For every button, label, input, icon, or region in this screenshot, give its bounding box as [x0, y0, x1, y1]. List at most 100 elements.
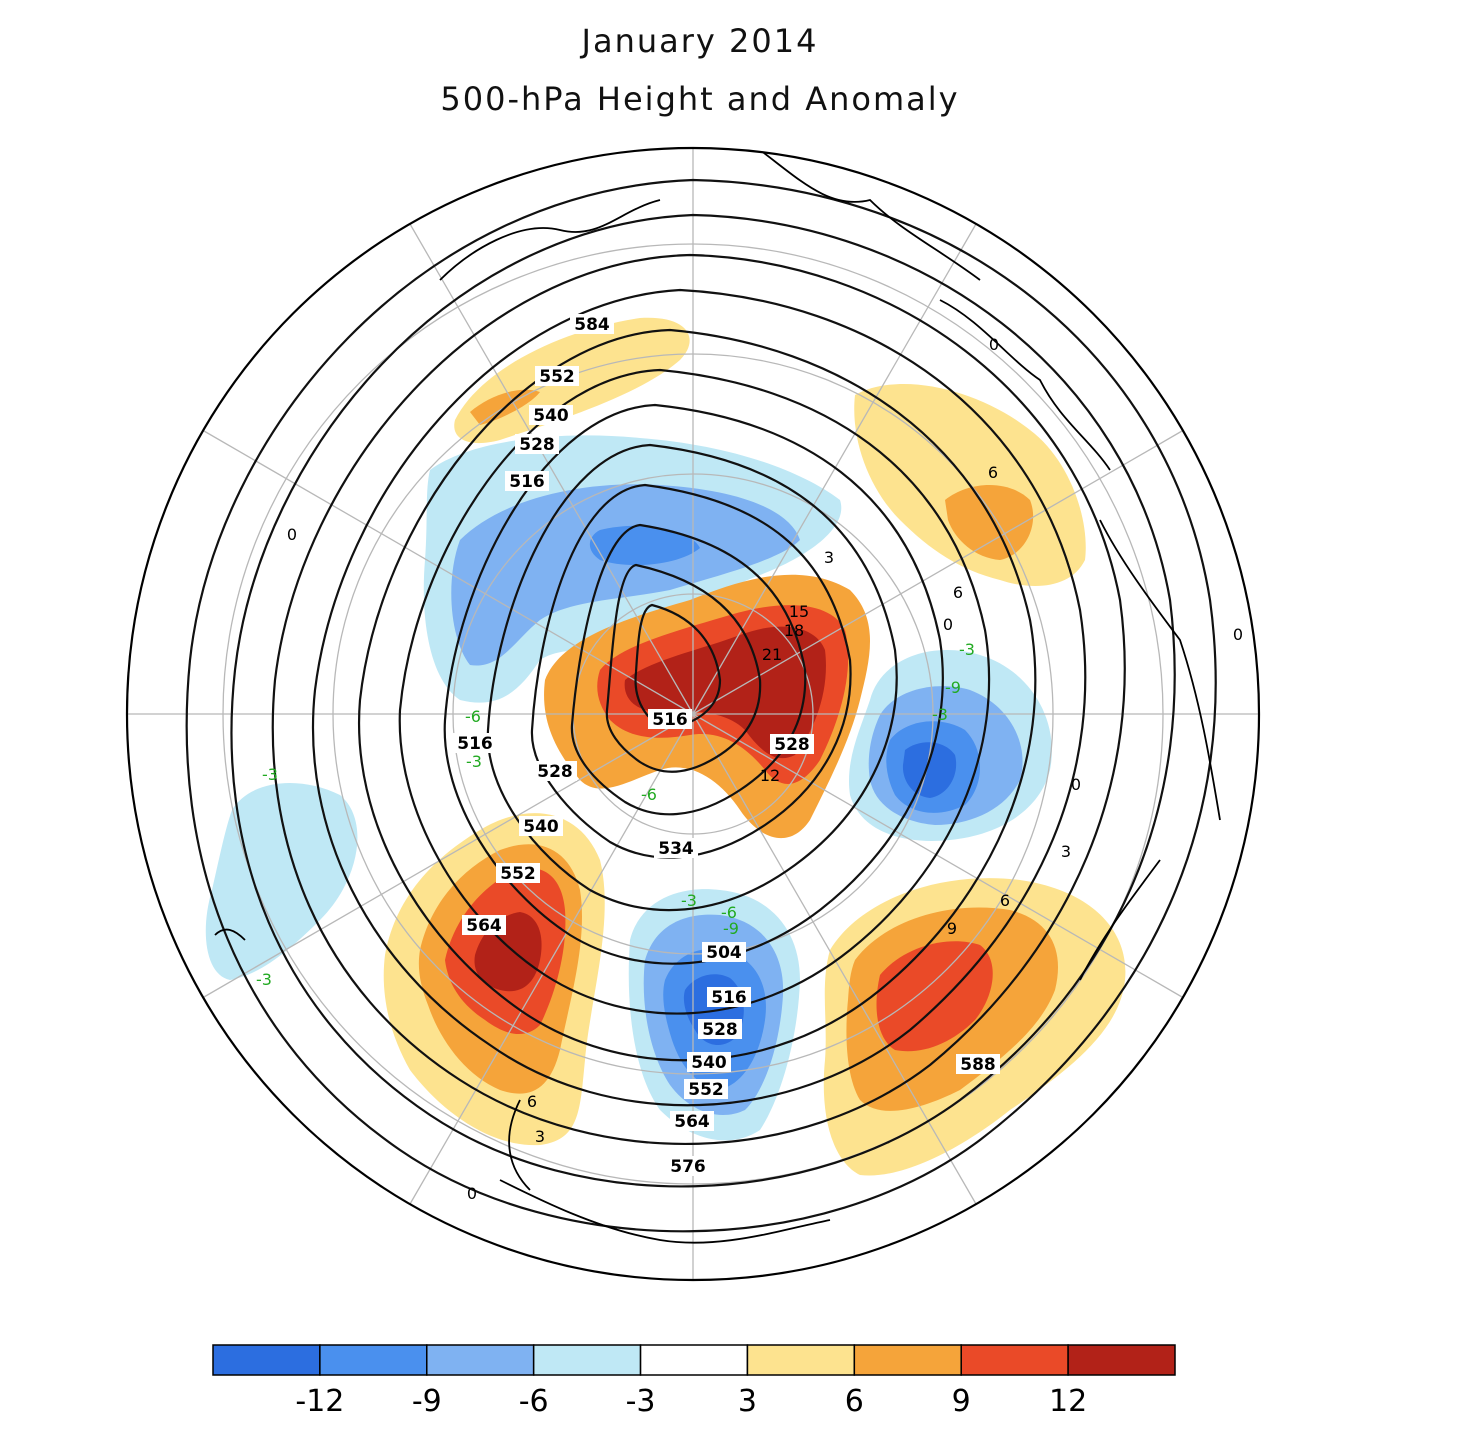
height-label-background: [670, 1111, 714, 1131]
anomaly-contour-label: 0: [1233, 625, 1243, 644]
anomaly-labels: 660-3-9-30369-6-3-3-6-9-3630-30315182112…: [256, 335, 1243, 1203]
coastlines: [214, 149, 1221, 1244]
colorbar-swatch: [1067, 1344, 1176, 1376]
height-labels: 584 552 540 528 516 516 516 528 528 540 552 564 504 5…: [453, 314, 1000, 1177]
anomaly-contour-label: -6: [721, 903, 737, 922]
height-label-background: [453, 733, 497, 753]
height-label-background: [684, 1079, 728, 1099]
anomaly-contour-label: 0: [989, 335, 999, 354]
height-contour-label: 552: [539, 367, 575, 387]
height-label-background: [519, 816, 563, 836]
height-contour-label: 588: [960, 1055, 996, 1075]
anomaly-contour-label: 6: [527, 1092, 537, 1111]
anomaly-contour-label: -9: [723, 919, 739, 938]
height-contour-label: 584: [574, 315, 610, 335]
height-label-background: [707, 987, 751, 1007]
colorbar-swatch: [960, 1344, 1069, 1376]
colorbar-swatch: [319, 1344, 428, 1376]
anomaly-contour-label: 12: [760, 766, 780, 785]
anomaly-contour-label: 0: [943, 615, 953, 634]
colorbar-tick-label: 3: [738, 1384, 757, 1419]
anomaly-contour-label: -9: [945, 678, 961, 697]
anomaly-contour-label: -3: [932, 705, 948, 724]
anomaly-contour-label: 15: [789, 602, 809, 621]
anomaly-trough-asia-core: [589, 525, 700, 566]
height-contour-label: 540: [533, 406, 569, 426]
colorbar-swatch: [532, 1344, 642, 1376]
height-contour-label: 552: [500, 864, 536, 884]
height-label-background: [496, 863, 540, 883]
height-label-background: [648, 709, 692, 729]
height-label-background: [956, 1054, 1000, 1074]
anomaly-contour-label: 0: [467, 1184, 477, 1203]
colorbar-swatch: [746, 1344, 856, 1376]
colorbar-tick-label: -6: [519, 1384, 549, 1419]
anomaly-contour-label: -3: [262, 765, 278, 784]
height-label-background: [770, 734, 814, 754]
height-label-background: [533, 761, 577, 781]
anomaly-contour-label: -6: [465, 707, 481, 726]
height-contour-label: 540: [691, 1053, 727, 1073]
height-contour-label: 504: [706, 943, 742, 963]
height-contour-label: 564: [466, 916, 502, 936]
anomaly-contour-label: -3: [681, 891, 697, 910]
height-contour-label: 516: [652, 710, 688, 730]
anomaly-contour-label: -6: [641, 785, 657, 804]
colorbar-tick-label: -3: [626, 1384, 656, 1419]
height-label-background: [535, 366, 579, 386]
anomaly-contour-label: 6: [988, 463, 998, 482]
anomaly-contour-label: 3: [535, 1127, 545, 1146]
colorbar-swatch: [212, 1344, 321, 1376]
height-contour-label: 534: [658, 839, 694, 859]
height-label-background: [515, 434, 559, 454]
colorbar-tick-label: 12: [1049, 1384, 1087, 1419]
height-label-background: [570, 314, 614, 334]
anomaly-contour-label: 18: [784, 621, 804, 640]
height-contour-label: 528: [774, 735, 810, 755]
colorbar-tick-label: -9: [412, 1384, 442, 1419]
map-title: January 2014: [581, 22, 819, 60]
height-contour-label: 516: [509, 472, 545, 492]
height-label-background: [666, 1156, 710, 1176]
anomaly-ridge-europe-core: [945, 485, 1034, 560]
height-contour-label: 552: [688, 1080, 724, 1100]
anomaly-trough-west-pacific: [205, 783, 358, 980]
graticule: [127, 148, 1259, 1280]
colorbar-swatch: [639, 1344, 749, 1376]
colorbar-tick-label: 9: [952, 1384, 971, 1419]
anomaly-contour-label: 6: [1000, 891, 1010, 910]
anomaly-contour-label: 0: [1071, 775, 1081, 794]
height-label-background: [462, 915, 506, 935]
anomaly-contour-label: 21: [762, 645, 782, 664]
colorbar-swatch: [426, 1344, 535, 1376]
polar-map: 584 552 540 528 516 516 516 528 528 540 552 564 504 5…: [125, 146, 1261, 1282]
anomaly-contour-label: 3: [1061, 842, 1071, 861]
anomaly-contour-label: 6: [953, 583, 963, 602]
anomaly-contour-label: 9: [947, 919, 957, 938]
colorbar-swatch: [853, 1344, 962, 1376]
anomaly-contour-label: -3: [466, 752, 482, 771]
anomaly-contour-label: -3: [959, 640, 975, 659]
height-contour-label: 516: [457, 734, 493, 754]
height-contour-label: 576: [670, 1157, 706, 1177]
height-label-background: [505, 471, 549, 491]
anomaly-contour-label: -3: [256, 970, 272, 989]
height-label-background: [698, 1019, 742, 1039]
height-contour-label: 528: [702, 1020, 738, 1040]
height-label-background: [529, 405, 573, 425]
map-subtitle: 500-hPa Height and Anomaly: [440, 80, 960, 118]
anomaly-contour-label: 0: [287, 525, 297, 544]
anomaly-ridge-arctic-core: [624, 626, 826, 759]
colorbar-tick-label: 6: [845, 1384, 864, 1419]
height-label-background: [687, 1052, 731, 1072]
anomaly-trough-east-deep: [902, 742, 957, 798]
height-contour-label: 540: [523, 817, 559, 837]
height-contours: [185, 178, 1217, 1233]
height-contour-label: 564: [674, 1112, 710, 1132]
height-contour-label: 528: [537, 762, 573, 782]
height-contour-label: 516: [711, 988, 747, 1008]
height-label-background: [702, 942, 746, 962]
height-contour-label: 528: [519, 435, 555, 455]
anomaly-contour-label: 3: [824, 548, 834, 567]
colorbar-tick-label: -12: [295, 1384, 344, 1419]
